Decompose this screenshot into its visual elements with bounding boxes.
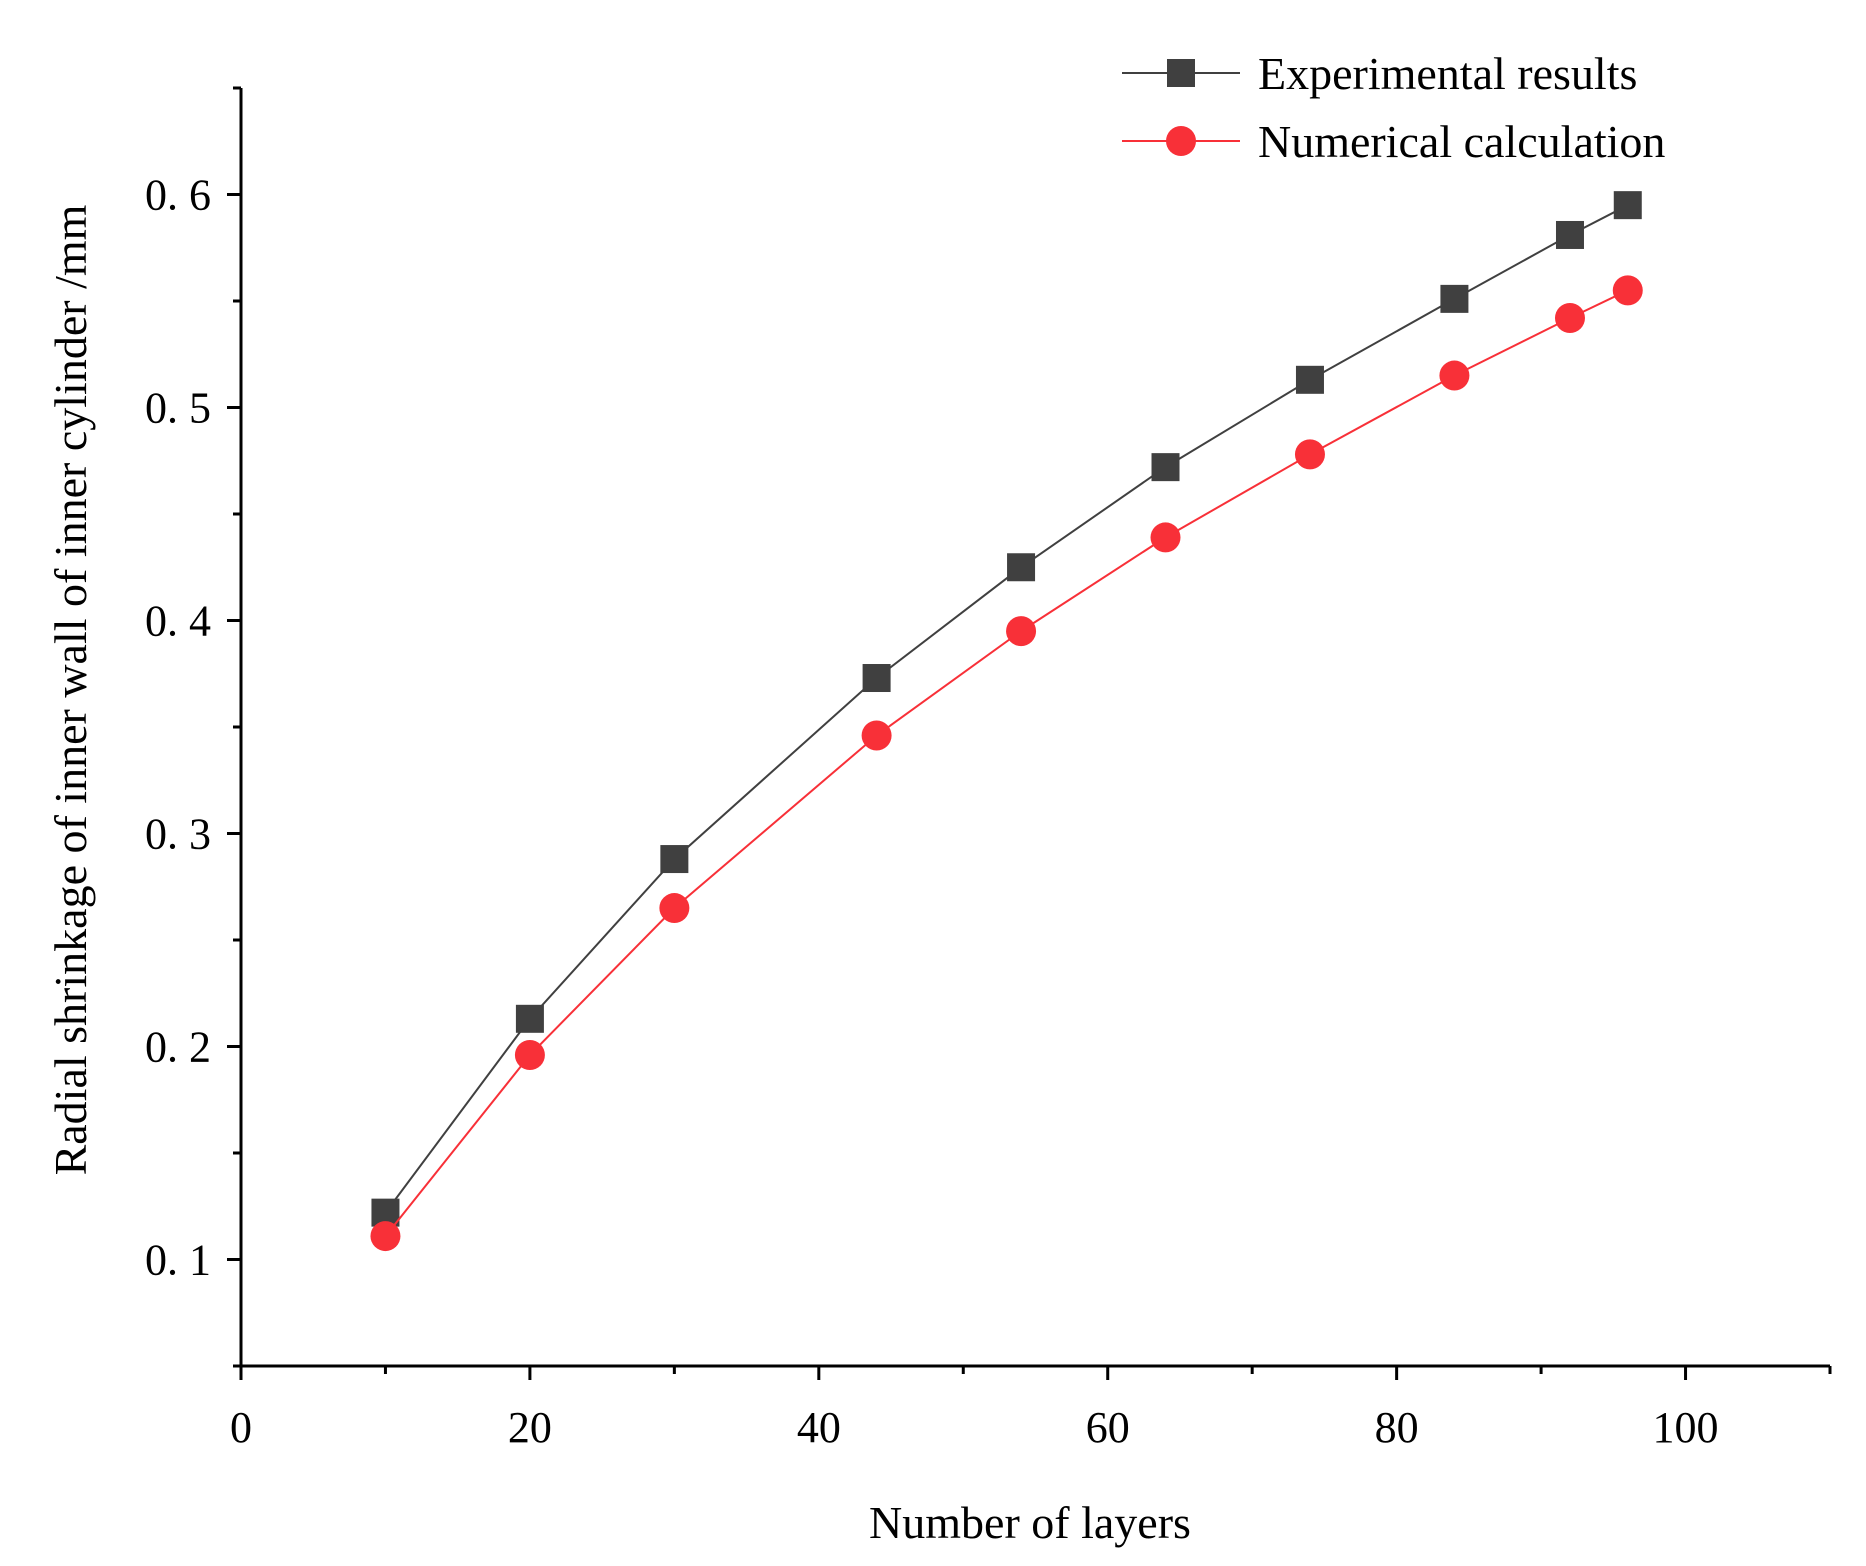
axes: 0 20 40 60 80 100 0. 1 0. 2 0. 3 0. 4 0. 5 0. 6 (145, 86, 1832, 1452)
x-tick-label: 80 (1375, 1403, 1419, 1452)
x-tick-label: 40 (797, 1403, 841, 1452)
legend-label-experimental-results: Experimental results (1258, 48, 1637, 99)
y-axis-title: Radial shrinkage of inner wall of inner … (45, 204, 96, 1175)
series-numerical-calculation (370, 275, 1643, 1252)
data-point-numerical-calculation (1554, 303, 1585, 334)
legend-marker-experimental-results (1167, 59, 1195, 87)
y-tick-label: 0. 5 (145, 384, 211, 433)
data-point-numerical-calculation (1294, 439, 1325, 470)
data-point-experimental-results (1613, 191, 1642, 220)
data-point-numerical-calculation (659, 893, 690, 924)
legend-item-experimental-results: Experimental results (1122, 48, 1637, 99)
legend-marker-numerical-calculation (1166, 126, 1196, 156)
data-point-numerical-calculation (861, 720, 892, 751)
x-tick-label: 100 (1653, 1403, 1719, 1452)
legend: Experimental results Numerical calculatio… (1122, 48, 1665, 167)
y-tick-label: 0. 3 (145, 810, 211, 859)
data-point-experimental-results (1151, 453, 1180, 482)
data-point-numerical-calculation (1150, 522, 1181, 553)
data-point-experimental-results (862, 664, 891, 693)
data-point-numerical-calculation (1439, 360, 1470, 391)
y-tick-label: 0. 1 (145, 1236, 211, 1285)
data-point-numerical-calculation (1612, 275, 1643, 306)
y-tick-label: 0. 4 (145, 597, 211, 646)
data-point-experimental-results (1295, 365, 1324, 394)
data-point-experimental-results (1555, 220, 1584, 249)
y-tick-label: 0. 2 (145, 1023, 211, 1072)
series-line-experimental-results (384, 204, 1629, 1214)
data-point-experimental-results (515, 1004, 544, 1033)
data-point-experimental-results (1440, 284, 1469, 313)
data-point-experimental-results (660, 845, 689, 874)
x-tick-label: 0 (230, 1403, 252, 1452)
data-point-experimental-results (1007, 553, 1036, 582)
x-axis-title: Number of layers (869, 1497, 1191, 1548)
x-tick-label: 60 (1086, 1403, 1130, 1452)
x-tick-label: 20 (508, 1403, 552, 1452)
series-line-numerical-calculation (384, 289, 1629, 1237)
legend-label-numerical-calculation: Numerical calculation (1258, 116, 1665, 167)
data-point-numerical-calculation (370, 1221, 401, 1252)
series-experimental-results (371, 191, 1642, 1227)
data-point-numerical-calculation (1006, 616, 1037, 647)
legend-item-numerical-calculation: Numerical calculation (1122, 116, 1665, 167)
y-tick-label: 0. 6 (145, 171, 211, 220)
data-point-numerical-calculation (514, 1040, 545, 1071)
series-group (370, 191, 1643, 1252)
